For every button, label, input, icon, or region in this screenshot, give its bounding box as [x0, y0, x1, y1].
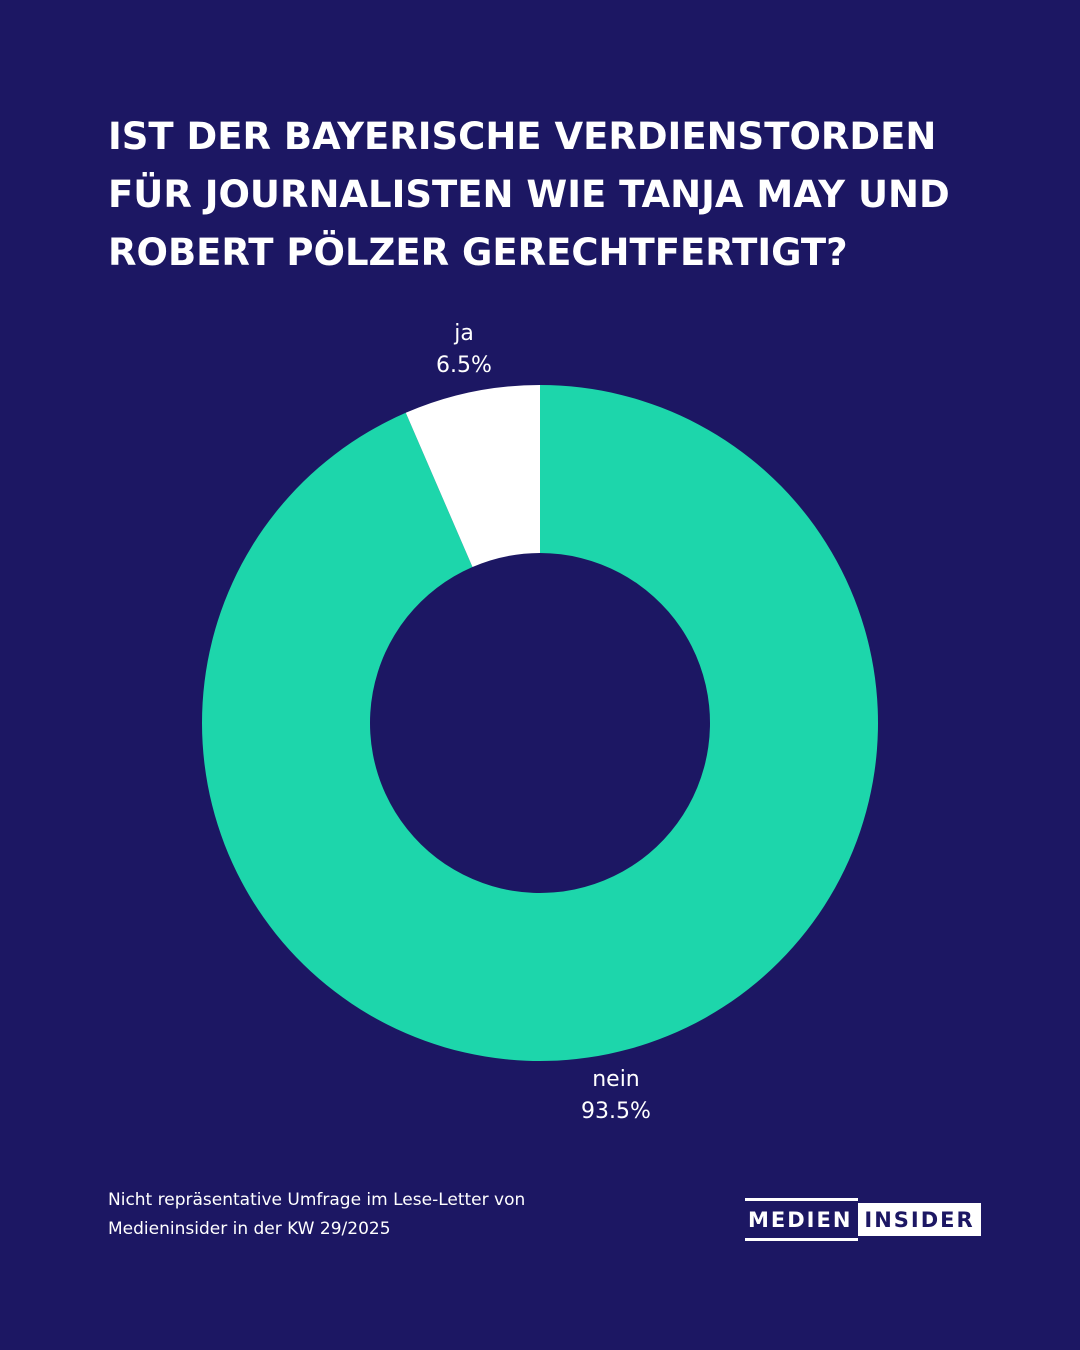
- footnote: Nicht repräsentative Umfrage im Lese-Let…: [108, 1186, 525, 1244]
- slice-label-ja: ja 6.5%: [384, 318, 544, 382]
- title-line-3: ROBERT PÖLZER GERECHTFERTIGT?: [108, 231, 848, 274]
- slice-label-ja-name: ja: [454, 321, 474, 346]
- medieninsider-logo: MEDIEN INSIDER: [745, 1198, 981, 1241]
- chart-title: IST DER BAYERISCHE VERDIENSTORDEN FÜR JO…: [108, 108, 968, 282]
- title-line-2: FÜR JOURNALISTEN WIE TANJA MAY UND: [108, 173, 950, 216]
- title-line-1: IST DER BAYERISCHE VERDIENSTORDEN: [108, 115, 937, 158]
- logo-text-medien: MEDIEN: [745, 1198, 859, 1241]
- footnote-line-1: Nicht repräsentative Umfrage im Lese-Let…: [108, 1190, 526, 1210]
- slice-label-nein-name: nein: [592, 1067, 640, 1092]
- logo-text-insider: INSIDER: [858, 1203, 981, 1236]
- footnote-line-2: Medieninsider in der KW 29/2025: [108, 1219, 391, 1239]
- slice-label-nein-value: 93.5%: [581, 1099, 651, 1124]
- donut-slice-nein: [202, 385, 879, 1061]
- donut-slice-ja: [405, 385, 540, 567]
- slice-label-ja-value: 6.5%: [436, 353, 492, 378]
- slice-label-nein: nein 93.5%: [536, 1064, 696, 1128]
